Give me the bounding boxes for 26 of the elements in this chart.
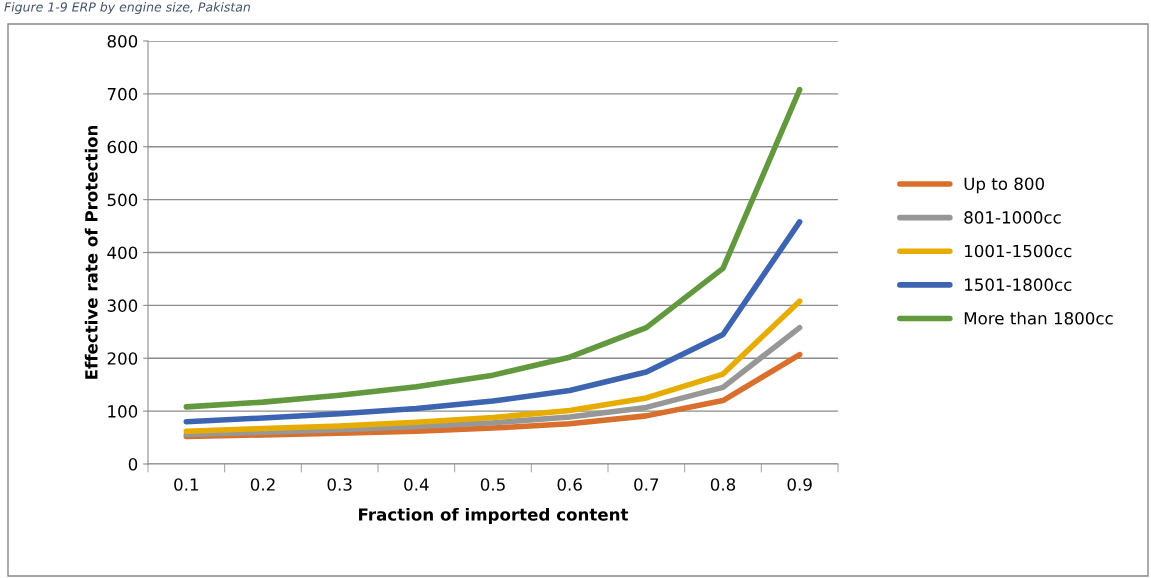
y-tick-label: 200	[107, 352, 138, 365]
legend-label: 801-1000cc	[964, 211, 1061, 224]
y-tick-label: 700	[107, 87, 138, 101]
y-tick-label: 500	[107, 193, 138, 207]
y-tick-label: 400	[107, 246, 138, 260]
chart-title: Figure 1-9 ERP by engine size, Pakistan	[4, 2, 250, 15]
x-tick-label: 0.6	[557, 478, 582, 491]
y-axis-title: Effective rate of Protection	[84, 125, 98, 379]
x-tick-label: 0.3	[327, 478, 352, 491]
legend-label: 1001-1500cc	[965, 244, 1072, 258]
x-tick-label: 0.7	[634, 478, 659, 491]
x-tick-label: 0.9	[787, 478, 812, 491]
x-tick-label: 0.4	[404, 478, 429, 491]
legend-label: 1501-1800cc	[965, 278, 1072, 291]
y-tick-label: 600	[107, 140, 138, 154]
legend-label: Up to 800	[964, 177, 1045, 194]
x-tick-label: 0.5	[480, 478, 505, 491]
y-tick-label: 100	[108, 405, 138, 418]
y-tick-label: 800	[107, 34, 138, 48]
x-tick-label: 0.2	[250, 478, 275, 491]
x-tick-label: 0.1	[174, 478, 199, 491]
legend-label: More than 1800cc	[964, 311, 1113, 325]
y-tick-label: 0	[128, 457, 138, 471]
x-tick-label: 0.8	[710, 478, 736, 491]
y-tick-label: 300	[107, 299, 138, 312]
x-axis-title: Fraction of imported content	[359, 507, 629, 525]
